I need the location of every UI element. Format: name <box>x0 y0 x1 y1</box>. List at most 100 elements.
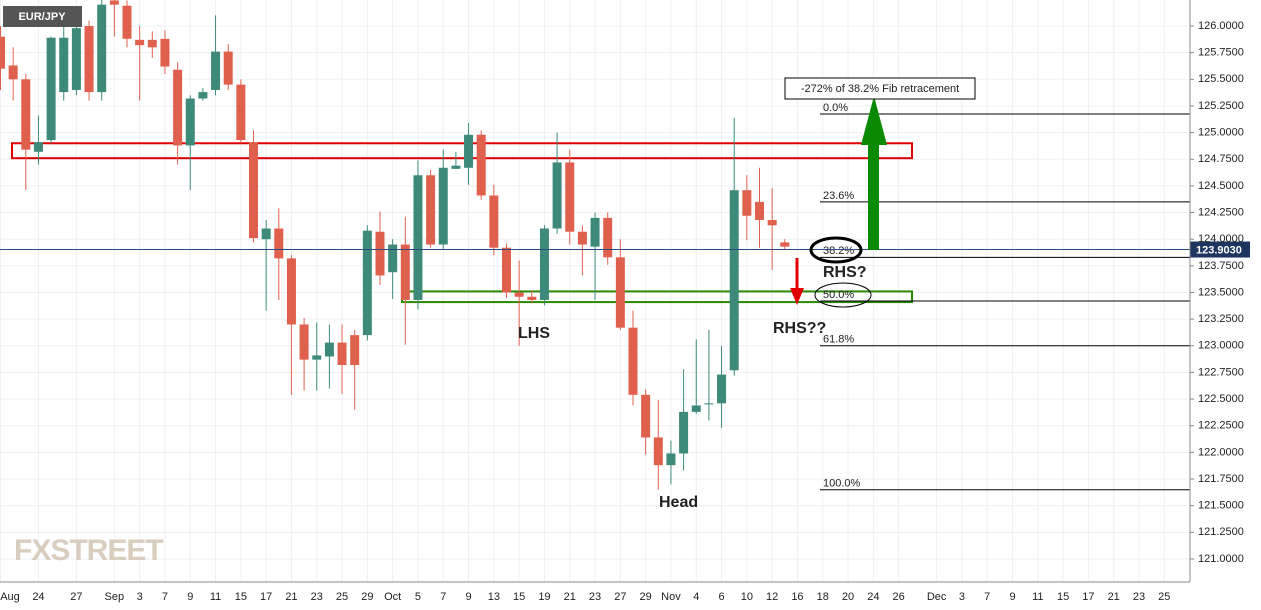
up-arrow-shaft <box>868 143 879 250</box>
symbol-box <box>3 6 82 27</box>
zone <box>11 142 913 160</box>
candle-body <box>211 51 221 90</box>
x-tick-label: 29 <box>640 591 652 603</box>
x-tick-label: 11 <box>1032 591 1043 603</box>
fib-label: 100.0% <box>823 478 861 490</box>
x-tick-label: 25 <box>336 591 348 603</box>
candle-body <box>46 37 56 141</box>
candle-body <box>628 327 638 395</box>
candle-body <box>109 0 119 5</box>
x-tick-label: 3 <box>137 591 143 603</box>
y-tick-label: 125.0000 <box>1198 127 1244 139</box>
candle-body <box>729 190 739 371</box>
x-tick-label: 7 <box>440 591 446 603</box>
candle-body <box>33 142 43 152</box>
candle-body <box>147 39 157 48</box>
candle-body <box>691 405 701 412</box>
candle-body <box>426 175 436 245</box>
x-tick-label: Aug <box>0 591 20 603</box>
candle-body <box>173 69 183 146</box>
x-tick-label: 11 <box>210 591 221 603</box>
y-tick-label: 124.2500 <box>1198 206 1244 218</box>
candle-body <box>767 220 777 226</box>
candle-body <box>451 165 461 169</box>
x-tick-label: 18 <box>817 591 829 603</box>
candle-body <box>653 437 663 466</box>
y-tick-label: 122.2500 <box>1198 420 1244 432</box>
ellipse <box>809 236 863 264</box>
candle-body <box>577 231 587 245</box>
annotation-box <box>784 77 976 100</box>
candle-body <box>717 374 727 404</box>
x-tick-label: 3 <box>959 591 965 603</box>
y-tick-label: 126.0000 <box>1198 20 1244 32</box>
x-tick-label: 24 <box>867 591 879 603</box>
candle-body <box>198 92 208 99</box>
y-tick-label: 124.7500 <box>1198 153 1244 165</box>
candle-body <box>59 37 69 93</box>
candle-body <box>236 84 246 141</box>
x-tick-label: 7 <box>162 591 168 603</box>
candle-body <box>388 244 398 273</box>
candle-body <box>122 5 132 39</box>
candle-body <box>704 403 714 405</box>
fib-label: 23.6% <box>823 190 854 202</box>
candle-body <box>362 230 372 336</box>
candle-body <box>84 26 94 93</box>
candle-body <box>780 242 790 247</box>
candle-body <box>312 355 322 360</box>
x-tick-label: 15 <box>513 591 525 603</box>
overlay: 0.0% 23.6% 38.2% 50.0% 61.8% 100.0% 123.9030 <box>0 102 1250 491</box>
x-tick-label: 23 <box>1133 591 1145 603</box>
symbol: EUR/JPY <box>18 11 66 23</box>
x-tick-label: 12 <box>766 591 778 603</box>
x-tick-label: 24 <box>32 591 44 603</box>
y-tick-label: 123.7500 <box>1198 260 1244 272</box>
candle-body <box>350 335 360 365</box>
candle-body <box>464 134 474 168</box>
annotation: RHS?? <box>773 320 826 337</box>
x-tick-label: 27 <box>614 591 626 603</box>
candle-body <box>552 162 562 229</box>
fib-label: 61.8% <box>823 334 854 346</box>
candle-body <box>0 36 5 69</box>
y-tick-label: 123.5000 <box>1198 286 1244 298</box>
up-arrow-head <box>861 96 887 145</box>
candle-body <box>274 228 284 259</box>
candle-body <box>286 258 296 325</box>
annotation: -272% of 38.2% Fib retracement <box>801 83 959 95</box>
candle-body <box>71 28 81 90</box>
candle-body <box>8 65 18 80</box>
candle-body <box>502 247 511 293</box>
candle-body <box>337 342 347 365</box>
candle-body <box>590 217 600 247</box>
x-tick-label: 15 <box>1057 591 1069 603</box>
candle-body <box>615 257 625 328</box>
x-tick-label: 21 <box>285 591 297 603</box>
candle-body <box>375 231 385 276</box>
x-tick-label: 17 <box>1082 591 1094 603</box>
y-tick-label: 121.5000 <box>1198 500 1244 512</box>
candle-body <box>527 296 537 300</box>
candles <box>0 0 790 490</box>
fib-label: 0.0% <box>823 102 848 114</box>
y-tick-label: 121.7500 <box>1198 473 1244 485</box>
x-tick-label: 4 <box>693 591 699 603</box>
x-tick-label: 23 <box>589 591 601 603</box>
x-tick-label: 20 <box>842 591 854 603</box>
x-tick-label: 29 <box>361 591 373 603</box>
candle-body <box>438 167 448 245</box>
candle-body <box>476 134 486 196</box>
y-tick-label: 122.0000 <box>1198 446 1244 458</box>
candle-body <box>223 51 233 85</box>
x-tick-label: 26 <box>893 591 905 603</box>
y-tick-label: 124.5000 <box>1198 180 1244 192</box>
fib-label: 38.2% <box>823 245 854 257</box>
x-tick-label: 15 <box>235 591 247 603</box>
x-tick-label: 16 <box>791 591 803 603</box>
candle-body <box>489 195 499 248</box>
y-tick-label: 121.0000 <box>1198 553 1244 565</box>
y-tick-label: 122.7500 <box>1198 366 1244 378</box>
candle-body <box>514 292 524 297</box>
x-tick-label: 10 <box>741 591 753 603</box>
